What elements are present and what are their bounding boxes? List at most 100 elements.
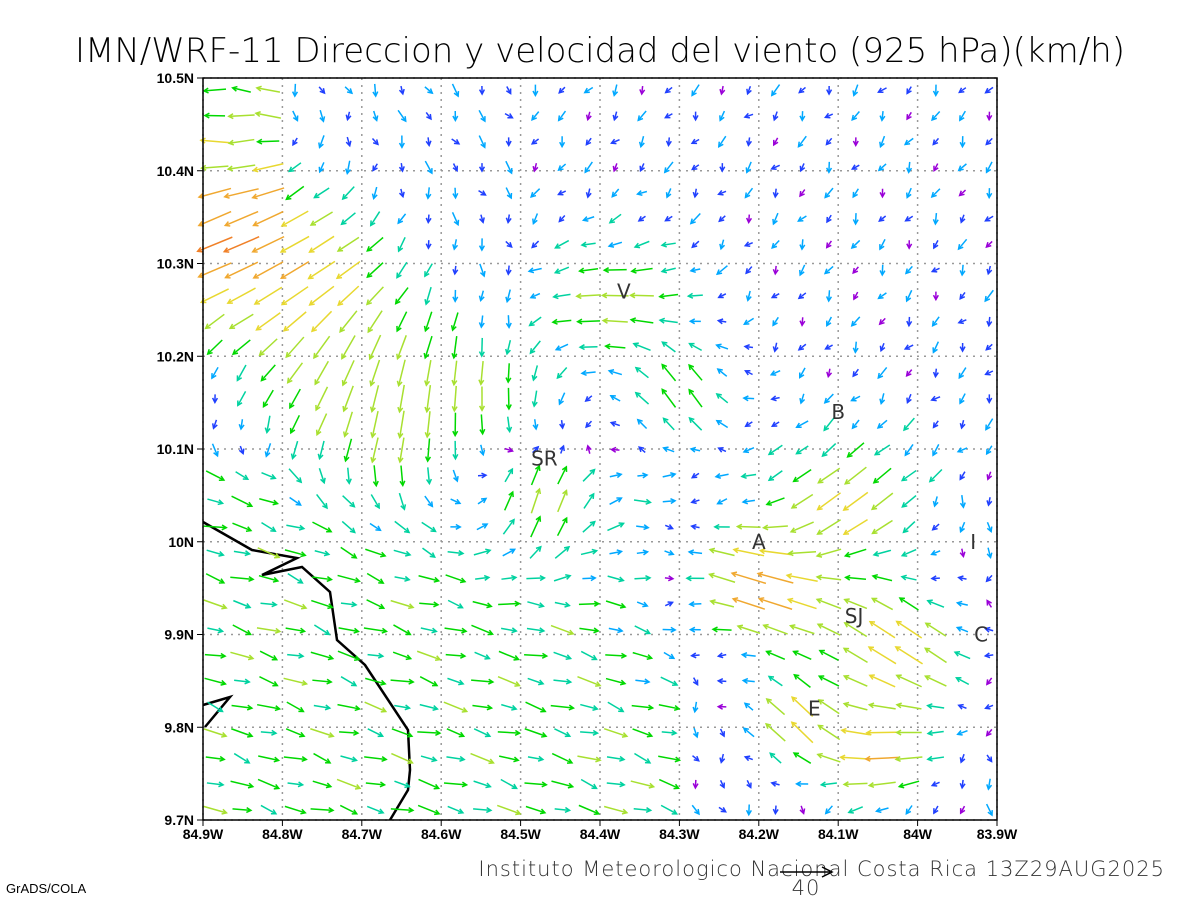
wind-arrow [877,87,887,93]
wind-arrow [903,344,914,350]
wind-arrow [307,260,336,280]
wind-arrow [957,703,967,710]
wind-arrow [369,522,382,532]
wind-arrow [368,334,382,361]
wind-arrow [313,335,331,360]
wind-arrow [341,186,355,201]
wind-arrow [824,187,834,199]
wind-arrow [559,444,565,454]
wind-arrow [818,649,839,661]
wind-arrow [609,472,623,479]
wind-arrow [203,728,228,738]
wind-arrow [308,285,335,306]
wind-arrow [205,470,226,481]
wind-arrow [664,549,675,556]
wind-arrow [905,289,913,303]
wind-arrow [425,240,432,250]
wind-arrow [604,343,626,350]
wind-arrow [872,467,892,484]
wind-arrow [222,236,260,253]
wind-arrow [658,778,680,790]
wind-arrow [895,620,923,639]
wind-arrow [715,265,728,276]
wind-arrow [770,421,780,427]
wind-arrow [923,675,947,687]
wind-arrow [956,730,968,736]
y-tick-label: 10N [168,534,194,550]
wind-arrow [799,163,806,173]
wind-arrow [767,675,783,687]
wind-arrow [285,185,305,201]
wind-arrow [928,468,943,483]
wind-arrow [984,369,994,376]
wind-arrow [797,343,807,351]
wind-arrow [211,394,219,404]
wind-arrow [369,359,381,387]
wind-arrow [235,471,250,481]
wind-arrow [658,317,678,324]
wind-arrow [504,446,515,453]
wind-arrow [606,781,626,788]
wind-arrow [394,704,412,711]
wind-arrow [478,315,485,329]
wind-arrow [398,85,405,96]
wind-arrow [528,316,542,327]
place-label: E [808,697,821,721]
wind-arrow [772,212,779,226]
x-tick-label: 84.8W [262,826,303,842]
wind-arrow [578,344,598,351]
wind-arrow [258,755,281,763]
wind-arrow [365,781,387,788]
wind-arrow [745,804,753,817]
wind-arrow [366,599,386,610]
wind-arrow [339,310,358,334]
wind-arrow [558,215,566,223]
place-label: SJ [845,604,864,628]
wind-arrow [452,469,459,483]
wind-arrow [199,288,229,304]
wind-arrow [819,781,837,788]
wind-arrow [233,752,251,764]
wind-arrow [312,576,333,583]
wind-arrow [799,239,806,251]
wind-arrow [716,678,727,685]
wind-arrow [526,627,546,634]
wind-arrow [852,368,859,378]
wind-arrow [527,601,545,609]
wind-arrow [310,310,333,333]
wind-arrow [203,112,226,119]
wind-arrow [372,110,379,122]
wind-arrow [260,601,278,608]
wind-arrow [337,574,361,584]
wind-arrow [986,778,993,791]
wind-arrow [211,366,219,380]
wind-arrow [496,804,522,816]
wind-arrow [821,443,837,458]
wind-arrow [580,241,596,248]
wind-arrow [688,363,703,381]
wind-arrow [259,676,279,687]
y-tick-label: 9.7N [164,812,194,828]
wind-arrow [366,805,385,815]
x-axis-ticks: 84.9W 84.8W 84.7W 84.6W 84.5W 84.4W 84.3W 84.2W… [183,820,1018,842]
wind-arrow [204,652,227,659]
wind-arrow [689,213,701,225]
wind-arrow [719,728,726,738]
wind-arrow [287,781,305,788]
wind-arrow [864,755,900,762]
x-tick-label: 84.4W [580,826,621,842]
wind-arrow [202,87,227,94]
wind-arrow [605,652,628,659]
wind-arrow [390,678,415,685]
wind-arrow [658,704,681,712]
wind-arrow [203,805,228,815]
wind-arrow [288,468,303,484]
wind-arrow [500,778,518,790]
wind-arrow [342,495,356,508]
wind-arrow [931,523,940,531]
wind-arrow [816,519,842,535]
wind-arrow [842,647,868,664]
wind-arrow [877,366,888,380]
wind-arrow [903,137,914,146]
wind-arrow [577,675,602,687]
